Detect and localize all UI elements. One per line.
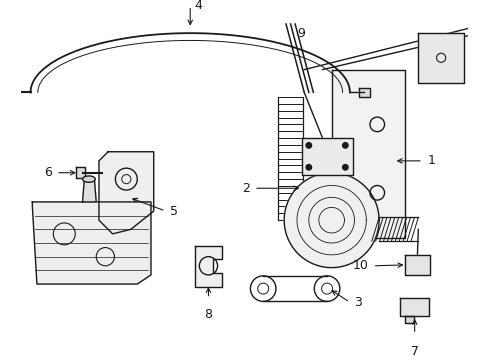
Polygon shape (417, 33, 463, 83)
Text: 2: 2 (241, 182, 249, 195)
Text: 3: 3 (354, 296, 362, 309)
Circle shape (305, 143, 311, 148)
Circle shape (342, 165, 347, 170)
Text: 5: 5 (170, 204, 178, 217)
Polygon shape (284, 173, 378, 267)
Polygon shape (404, 316, 413, 323)
Polygon shape (302, 138, 352, 175)
Polygon shape (82, 179, 96, 202)
Polygon shape (194, 246, 222, 287)
Polygon shape (3, 87, 14, 98)
Text: 9: 9 (296, 27, 304, 40)
Text: 8: 8 (204, 308, 212, 321)
Text: 4: 4 (194, 0, 202, 12)
Text: 1: 1 (427, 154, 434, 167)
Polygon shape (404, 255, 429, 275)
Polygon shape (76, 167, 85, 178)
Polygon shape (331, 69, 404, 238)
Polygon shape (32, 202, 151, 284)
Ellipse shape (82, 176, 95, 182)
Polygon shape (399, 298, 428, 316)
Circle shape (305, 165, 311, 170)
Text: 7: 7 (410, 345, 418, 358)
Text: 10: 10 (351, 259, 367, 272)
Circle shape (342, 143, 347, 148)
Polygon shape (99, 152, 153, 234)
Text: 6: 6 (43, 166, 51, 179)
Polygon shape (358, 88, 369, 97)
